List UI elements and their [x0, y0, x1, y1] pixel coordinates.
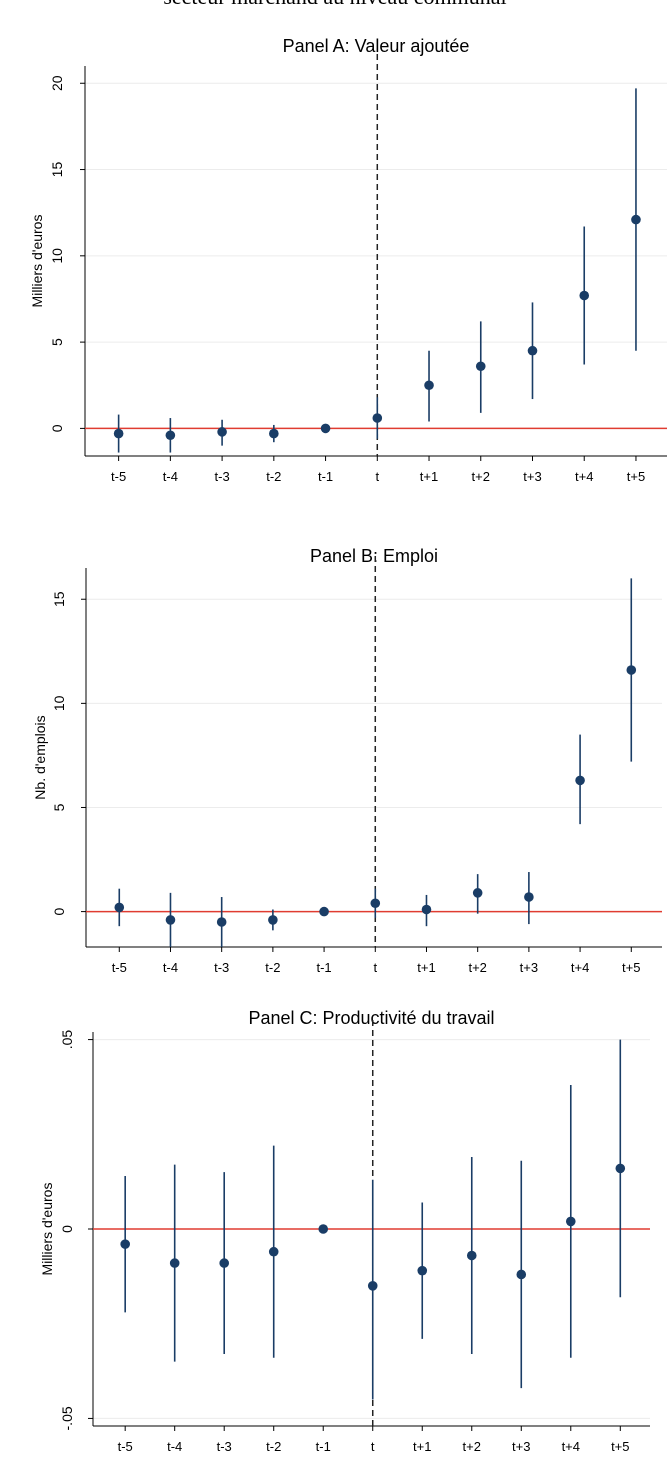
x-tick-label-t+2: t+2: [468, 960, 486, 975]
x-tick-label-t-4: t-4: [163, 960, 178, 975]
point-t+5: [631, 214, 641, 225]
x-tick-label-t+5: t+5: [627, 469, 645, 484]
point-t+4: [575, 775, 585, 786]
point-t-4: [169, 1258, 180, 1268]
x-tick-label-t+4: t+4: [575, 469, 593, 484]
x-tick-label-t-4: t-4: [163, 469, 178, 484]
panel-c-chart: -.05 0 .05 Milliers d'euros Panel C: Product…: [39, 1008, 650, 1454]
point-t-3: [219, 1258, 230, 1268]
y-tick-label-2: 10: [51, 695, 67, 711]
y-tick-label-1: 5: [49, 338, 65, 346]
figure-heading: secteur marchand au niveau communal: [0, 0, 670, 10]
x-tick-label-t: t: [375, 469, 379, 484]
point-t-4: [165, 915, 176, 925]
y-tick-label-0: -.05: [59, 1406, 75, 1430]
x-tick-label-t-3: t-3: [215, 469, 230, 484]
y-axis-title: Milliers d'euros: [29, 215, 45, 308]
x-tick-label-t+5: t+5: [622, 960, 640, 975]
x-tick-label-t-1: t-1: [316, 960, 331, 975]
point-t-2: [268, 1246, 279, 1257]
point-t+4: [579, 290, 590, 301]
x-tick-label-t-3: t-3: [214, 960, 229, 975]
x-tick-label-t-2: t-2: [265, 960, 280, 975]
y-tick-label-4: 20: [49, 75, 65, 91]
panel-title: Panel B: Emploi: [310, 546, 438, 566]
x-tick-label-t-4: t-4: [167, 1439, 182, 1454]
point-t+3: [516, 1269, 527, 1280]
point-t-1: [319, 906, 329, 917]
x-tick-label-t+3: t+3: [523, 469, 541, 484]
y-tick-label-1: 5: [51, 803, 67, 811]
point-t-4: [165, 430, 176, 441]
panel-b-chart: 0 5 10 15 Nb. d'emplois Panel B: Emploi t-5 t-4…: [32, 546, 662, 975]
point-t-3: [217, 427, 227, 437]
x-tick-label-t+1: t+1: [417, 960, 435, 975]
x-tick-label-t: t: [373, 960, 377, 975]
x-tick-label-t-1: t-1: [318, 469, 333, 484]
y-tick-label-0: 0: [51, 907, 67, 915]
panel-title: Panel A: Valeur ajoutée: [283, 36, 470, 56]
point-t: [372, 413, 383, 423]
point-t-2: [269, 428, 279, 439]
x-tick-label-t+1: t+1: [413, 1439, 431, 1454]
point-t: [370, 898, 381, 909]
point-t+2: [466, 1250, 477, 1261]
y-tick-label-2: 10: [49, 248, 65, 264]
x-tick-label-t+2: t+2: [463, 1439, 481, 1454]
x-tick-label-t+4: t+4: [571, 960, 589, 975]
y-tick-label-3: 15: [51, 591, 67, 607]
y-tick-label-2: .05: [59, 1030, 75, 1050]
point-t+3: [527, 345, 538, 356]
y-tick-label-0: 0: [49, 424, 65, 432]
x-tick-label-t-2: t-2: [266, 1439, 281, 1454]
point-t+2: [472, 888, 483, 898]
x-tick-label-t-5: t-5: [112, 960, 127, 975]
y-tick-label-3: 15: [49, 162, 65, 178]
y-axis-title: Milliers d'euros: [39, 1183, 55, 1276]
x-tick-label-t-5: t-5: [111, 469, 126, 484]
point-t-3: [216, 917, 227, 927]
point-t+1: [421, 904, 432, 915]
point-t+2: [475, 361, 486, 372]
point-t+5: [626, 665, 637, 675]
point-t-5: [120, 1239, 130, 1249]
point-t+4: [565, 1216, 576, 1227]
point-t: [367, 1281, 378, 1291]
point-t+5: [615, 1163, 626, 1174]
point-t+3: [524, 892, 534, 902]
x-tick-label-t+2: t+2: [472, 469, 490, 484]
point-t-1: [320, 423, 331, 434]
x-tick-label-t+3: t+3: [520, 960, 538, 975]
y-axis-title: Nb. d'emplois: [32, 715, 48, 799]
x-tick-label-t-1: t-1: [316, 1439, 331, 1454]
point-t-5: [114, 902, 125, 913]
panel-title: Panel C: Productivité du travail: [248, 1008, 494, 1028]
x-tick-label-t+4: t+4: [562, 1439, 580, 1454]
x-tick-label-t-2: t-2: [266, 469, 281, 484]
point-t+1: [417, 1265, 428, 1276]
x-tick-label-t+5: t+5: [611, 1439, 629, 1454]
point-t-1: [318, 1224, 329, 1234]
x-tick-label-t-3: t-3: [217, 1439, 232, 1454]
x-tick-label-t+3: t+3: [512, 1439, 530, 1454]
point-t-2: [268, 915, 278, 925]
x-tick-label-t-5: t-5: [118, 1439, 133, 1454]
panel-a-chart: 0 5 10 15 20 Milliers d'euros Panel A: Valeur …: [29, 36, 667, 484]
y-tick-label-1: 0: [59, 1225, 75, 1233]
point-t-5: [113, 428, 124, 439]
x-tick-label-t+1: t+1: [420, 469, 438, 484]
point-t+1: [424, 380, 434, 391]
x-tick-label-t: t: [371, 1439, 375, 1454]
